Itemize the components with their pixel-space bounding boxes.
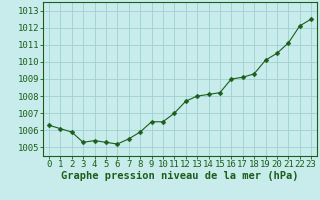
X-axis label: Graphe pression niveau de la mer (hPa): Graphe pression niveau de la mer (hPa)	[61, 171, 299, 181]
